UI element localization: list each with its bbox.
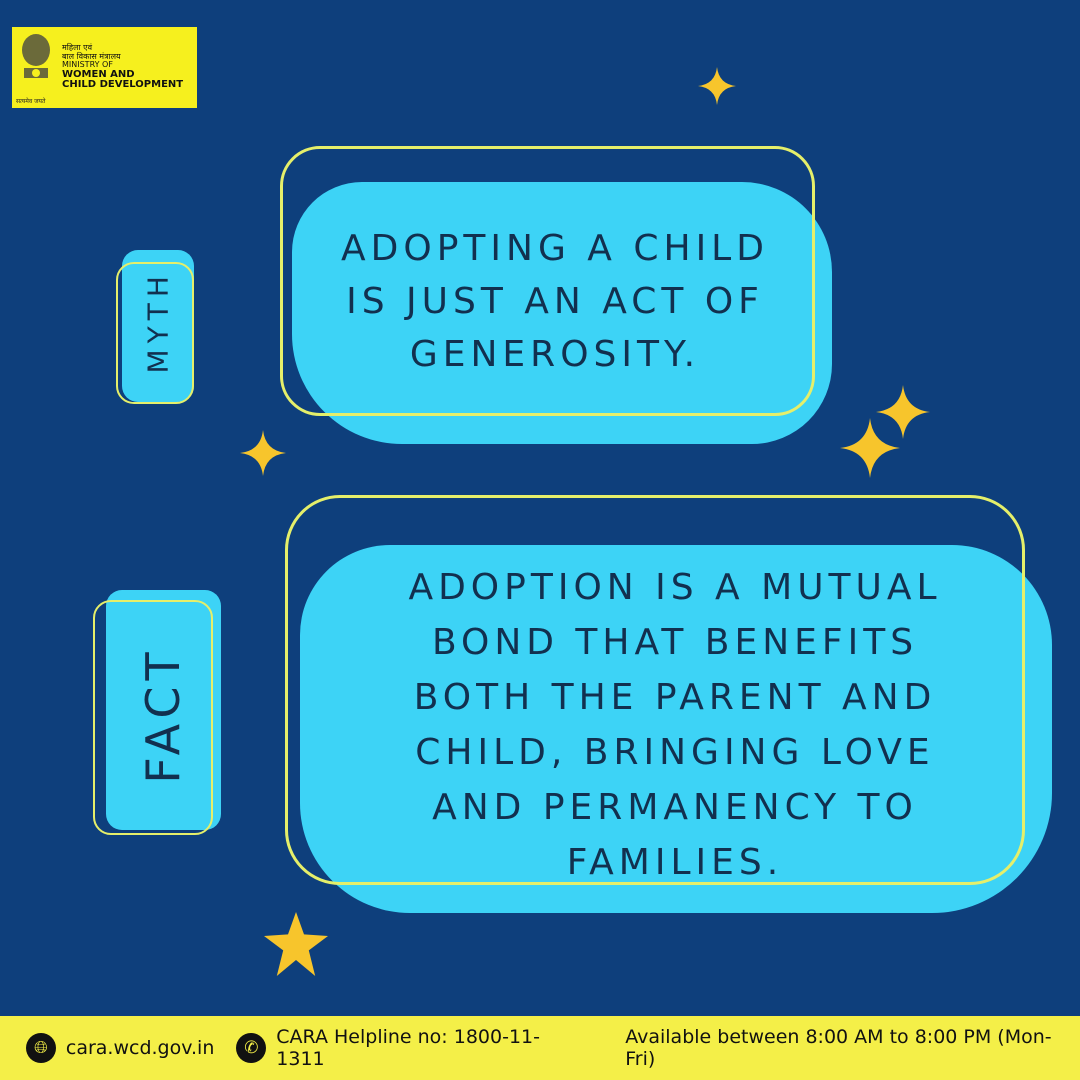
star-icon [840, 418, 900, 478]
myth-label-outline [116, 262, 194, 404]
national-emblem: सत्यमेव जयते [16, 30, 56, 106]
helpline-text: CARA Helpline no: 1800-11-1311 [276, 1026, 540, 1070]
ministry-logo: सत्यमेव जयते महिला एवं बाल विकास मंत्राल… [12, 27, 197, 108]
star-icon [240, 430, 286, 476]
star-icon [698, 67, 736, 105]
logo-hindi-1: महिला एवं [62, 43, 93, 53]
footer: 🌐︎ cara.wcd.gov.in ✆ CARA Helpline no: 1… [0, 1016, 1080, 1080]
logo-line-1: MINISTRY OF [62, 60, 113, 70]
myth-label: MYTH [141, 270, 175, 374]
fact-text: ADOPTION IS A MUTUAL BOND THAT BENEFITS … [408, 567, 942, 883]
star-icon [264, 912, 328, 976]
myth-text: ADOPTING A CHILD IS JUST AN ACT OF GENER… [341, 228, 769, 375]
myth-bubble-outline [280, 146, 815, 416]
fact-bubble-outline [285, 495, 1025, 885]
logo-hindi-2: बाल विकास मंत्रालय [62, 51, 121, 61]
website-link[interactable]: cara.wcd.gov.in [65, 1037, 215, 1059]
availability-text: Available between 8:00 AM to 8:00 PM (Mo… [625, 1026, 1052, 1070]
fact-label: FACT [136, 646, 190, 784]
myth-bubble [292, 182, 832, 444]
fact-label-bg [106, 590, 221, 830]
logo-line-2: WOMEN AND [62, 68, 135, 80]
motto: सत्यमेव जयते [16, 97, 46, 105]
fact-label-outline [93, 600, 213, 835]
star-icon [876, 385, 930, 439]
fact-bubble [300, 545, 1052, 913]
phone-icon: ✆ [236, 1033, 267, 1063]
globe-icon: 🌐︎ [26, 1033, 56, 1063]
logo-line-3: CHILD DEVELOPMENT [62, 79, 184, 91]
